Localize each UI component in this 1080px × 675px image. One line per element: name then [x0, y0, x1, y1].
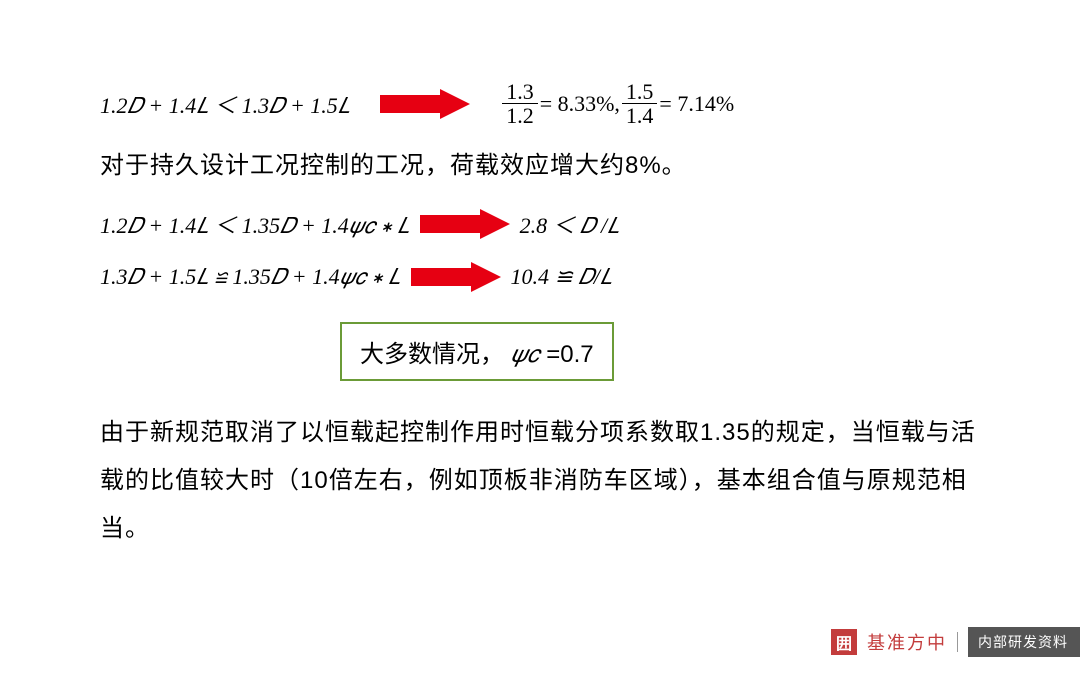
eq1-res2: = 7.14% [659, 91, 734, 117]
equation-row-3: 1.3𝐷 + 1.5𝐿 ≌ 1.35𝐷 + 1.4𝜓𝑐 ∗ 𝐿 10.4 ≌ 𝐷… [100, 262, 980, 292]
eq2-right: 2.8 ＜ 𝐷 /𝐿 [520, 208, 620, 240]
footer-separator [957, 632, 958, 652]
eq1-left: 1.2𝐷 + 1.4𝐿 ＜ 1.3𝐷 + 1.5𝐿 [100, 88, 350, 120]
box-value: =0.7 [546, 341, 593, 368]
paragraph: 由于新规范取消了以恒载起控制作用时恒载分项系数取1.35的规定，当恒载与活载的比… [100, 409, 980, 553]
equation-row-1: 1.2𝐷 + 1.4𝐿 ＜ 1.3𝐷 + 1.5𝐿 1.3 1.2 = 8.33… [100, 80, 980, 127]
box-psi: 𝜓𝑐 [511, 342, 540, 368]
eq1-res1: = 8.33%, [540, 91, 620, 117]
eq1-right: 1.3 1.2 = 8.33%, 1.5 1.4 = 7.14% [500, 80, 734, 127]
arrow-icon [380, 89, 470, 119]
arrow-icon [420, 209, 510, 239]
arrow-1 [350, 89, 500, 119]
fraction-1: 1.3 1.2 [502, 80, 538, 127]
arrow-2 [410, 209, 520, 239]
eq2-left: 1.2𝐷 + 1.4𝐿 ＜ 1.35𝐷 + 1.4𝜓𝑐 ∗ 𝐿 [100, 208, 410, 240]
highlight-box: 大多数情况， 𝜓𝑐 =0.7 [340, 322, 614, 381]
box-prefix: 大多数情况， [360, 341, 504, 368]
arrow-icon [411, 262, 501, 292]
footer: 囲 基准方中 内部研发资料 [831, 627, 1080, 657]
eq3-right: 10.4 ≌ 𝐷/𝐿 [511, 264, 613, 290]
equation-row-2: 1.2𝐷 + 1.4𝐿 ＜ 1.35𝐷 + 1.4𝜓𝑐 ∗ 𝐿 2.8 ＜ 𝐷 … [100, 208, 980, 240]
eq3-left: 1.3𝐷 + 1.5𝐿 ≌ 1.35𝐷 + 1.4𝜓𝑐 ∗ 𝐿 [100, 264, 401, 290]
footer-tag: 内部研发资料 [968, 627, 1080, 657]
fraction-2: 1.5 1.4 [622, 80, 658, 127]
footer-logo-icon: 囲 [831, 629, 857, 655]
slide-content: 1.2𝐷 + 1.4𝐿 ＜ 1.3𝐷 + 1.5𝐿 1.3 1.2 = 8.33… [0, 0, 1080, 593]
arrow-3 [401, 262, 511, 292]
text-line-1: 对于持久设计工况控制的工况，荷载效应增大约8%。 [100, 145, 980, 180]
footer-brand: 基准方中 [867, 629, 947, 655]
